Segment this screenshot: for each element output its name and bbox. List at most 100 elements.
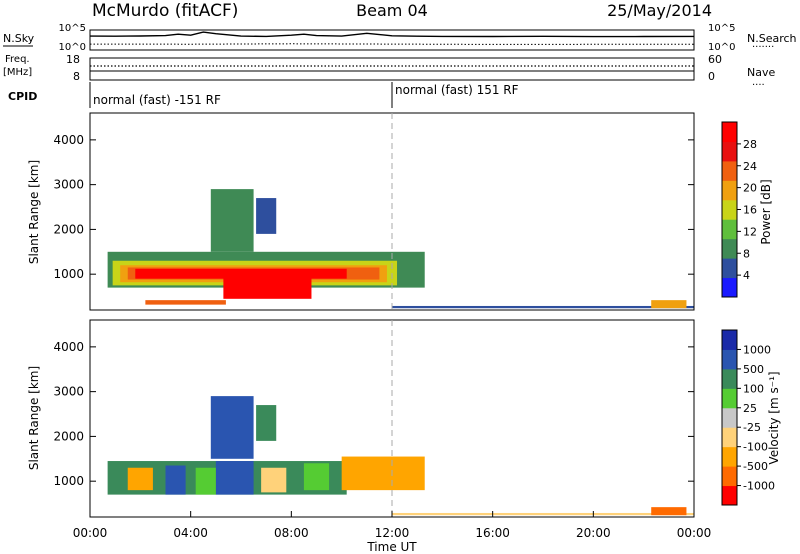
x-tick-label: 12:00 xyxy=(375,526,410,540)
freq-label: Freq. xyxy=(5,54,30,65)
velocity-heatmap xyxy=(107,396,694,516)
time-axis-label: Time UT xyxy=(366,540,417,554)
velocity-echo-region xyxy=(303,463,330,491)
colorbar-tick-label: 28 xyxy=(743,138,757,151)
colorbar-tick-label: 16 xyxy=(743,204,757,217)
power-colorbar-frame xyxy=(721,121,738,298)
y-tick-label: 4000 xyxy=(53,133,84,147)
power-echo-region xyxy=(145,300,226,305)
freq-ytick-8: 8 xyxy=(73,70,80,83)
noise-ytick-bottom-left: 10^0 xyxy=(59,42,86,53)
frequency-panel xyxy=(89,57,695,81)
velocity-echo-region xyxy=(392,512,694,516)
y-tick-label: 2000 xyxy=(53,429,84,443)
y-tick-label: 2000 xyxy=(53,222,84,236)
power-echo-region xyxy=(223,271,312,299)
nave-ytick-0: 0 xyxy=(708,70,715,83)
velocity-echo-region xyxy=(165,465,186,495)
velocity-echo-region xyxy=(127,467,153,491)
noise-panel xyxy=(89,29,695,51)
colorbar-swatch xyxy=(722,180,737,201)
velocity-echo-region xyxy=(210,396,254,459)
colorbar-tick-label: -25 xyxy=(743,421,761,434)
velocity-echo-region xyxy=(651,507,687,516)
colorbar-swatch xyxy=(722,485,737,506)
beam-title: Beam 04 xyxy=(356,1,428,20)
cpid-label: CPID xyxy=(8,90,37,103)
y-tick-label: 4000 xyxy=(53,340,84,354)
colorbar-swatch xyxy=(722,219,737,240)
colorbar-swatch xyxy=(722,330,737,350)
colorbar-tick-label: 500 xyxy=(743,363,764,376)
y-tick-label: 1000 xyxy=(53,474,84,488)
colorbar-swatch xyxy=(722,446,737,467)
velocity-echo-region xyxy=(261,467,287,493)
nsearch-dotted-key: ······· xyxy=(752,42,774,53)
y-tick-label: 3000 xyxy=(53,385,84,399)
cpid-segment-1: normal (fast) -151 RF xyxy=(93,93,221,107)
power-y-axis: 1000 2000 3000 4000 xyxy=(53,133,694,281)
colorbar-swatch xyxy=(722,160,737,181)
nave-label: Nave xyxy=(747,66,775,79)
colorbar-tick-label: 1000 xyxy=(743,343,771,356)
x-tick-label: 04:00 xyxy=(173,526,208,540)
power-echo-region xyxy=(392,305,694,309)
velocity-echo-region xyxy=(215,461,254,495)
velocity-echo-region xyxy=(195,467,216,495)
colorbar-swatch xyxy=(722,466,737,487)
colorbar-swatch xyxy=(722,388,737,409)
velocity-ylabel: Slant Range [km] xyxy=(27,366,41,470)
colorbar-swatch xyxy=(722,349,737,370)
noise-traces xyxy=(89,31,695,45)
x-tick-label: 00:00 xyxy=(677,526,712,540)
freq-ytick-18: 18 xyxy=(66,53,80,66)
colorbar-tick-label: -500 xyxy=(743,460,768,473)
velocity-colorbar-frame xyxy=(721,329,738,506)
nave-dotted-key: ···· xyxy=(752,80,765,91)
velocity-colorbar: 1000 500 100 25 -25 -100 -500 -1000 xyxy=(722,330,775,506)
colorbar-swatch xyxy=(722,368,737,389)
power-echo-region xyxy=(256,198,277,234)
power-ylabel: Slant Range [km] xyxy=(27,160,41,264)
freq-unit-label: [MHz] xyxy=(3,67,32,78)
colorbar-tick-label: 4 xyxy=(743,269,750,282)
cpid-segment-2: normal (fast) 151 RF xyxy=(395,83,519,97)
velocity-y-axis: 1000 2000 3000 4000 xyxy=(53,340,694,488)
power-heatmap xyxy=(107,189,694,309)
noise-ytick-top-right: 10^5 xyxy=(708,23,735,34)
colorbar-swatch xyxy=(722,427,737,448)
x-tick-label: 08:00 xyxy=(274,526,309,540)
station-title: McMurdo (fitACF) xyxy=(92,1,238,21)
power-echo-region xyxy=(210,189,254,252)
date-title: 25/May/2014 xyxy=(607,1,712,20)
y-tick-label: 3000 xyxy=(53,178,84,192)
colorbar-tick-label: 8 xyxy=(743,247,750,260)
colorbar-swatch xyxy=(722,277,737,298)
time-axis: 00:00 04:00 08:00 12:00 16:00 20:00 00:00 xyxy=(73,511,712,540)
nsearch-label: N.Search xyxy=(747,32,797,45)
y-tick-label: 1000 xyxy=(53,267,84,281)
colorbar-swatch xyxy=(722,407,737,428)
x-tick-label: 16:00 xyxy=(475,526,510,540)
colorbar-tick-label: -100 xyxy=(743,441,768,454)
nave-ytick-60: 60 xyxy=(708,53,722,66)
colorbar-swatch xyxy=(722,199,737,220)
colorbar-swatch xyxy=(722,238,737,259)
colorbar-tick-label: 25 xyxy=(743,402,757,415)
velocity-colorbar-label: Velocity [m s⁻¹] xyxy=(767,371,781,464)
colorbar-swatch xyxy=(722,122,737,142)
noise-series-nsky xyxy=(89,31,695,38)
colorbar-tick-label: 20 xyxy=(743,182,757,195)
colorbar-tick-label: 12 xyxy=(743,225,757,238)
colorbar-tick-label: 24 xyxy=(743,160,757,173)
colorbar-swatch xyxy=(722,141,737,162)
noise-ytick-top-left: 10^5 xyxy=(59,23,86,34)
x-tick-label: 00:00 xyxy=(73,526,108,540)
nsky-label: N.Sky xyxy=(3,32,35,45)
noise-ytick-bottom-right: 10^0 xyxy=(708,42,735,53)
velocity-echo-region xyxy=(341,456,425,491)
power-colorbar-label: Power [dB] xyxy=(759,179,773,244)
velocity-echo-region xyxy=(256,405,277,441)
colorbar-tick-label: -1000 xyxy=(743,480,775,493)
